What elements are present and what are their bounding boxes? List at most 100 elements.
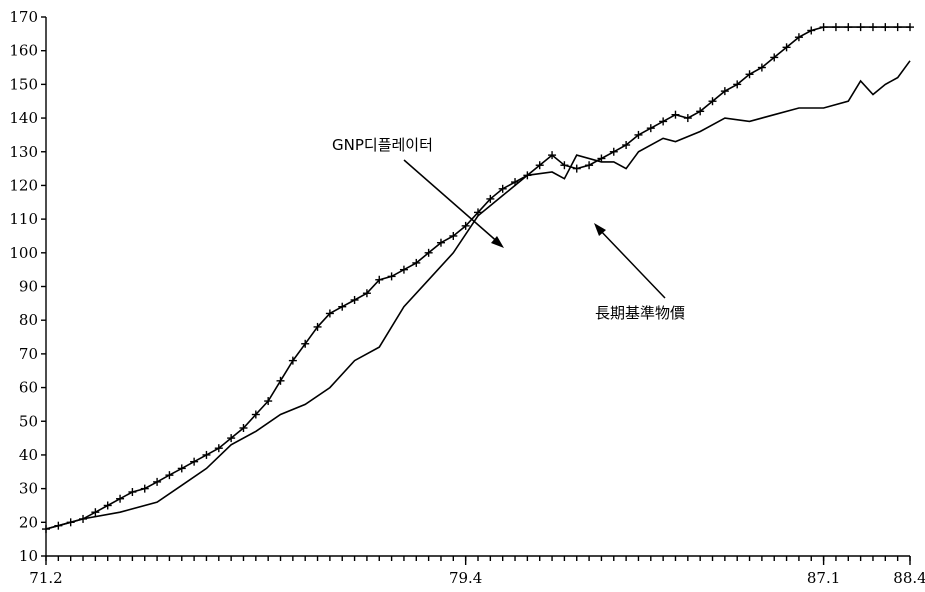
series-2-point xyxy=(116,494,125,503)
series-2-point xyxy=(190,457,199,466)
series-2-point xyxy=(634,130,643,139)
x-tick-label: 87.1 xyxy=(807,569,840,587)
series-2-point xyxy=(881,23,890,32)
series-2-point xyxy=(782,43,791,52)
series-2-point xyxy=(54,521,63,530)
gnp-deflator-arrow-line xyxy=(403,159,501,245)
x-tick-label: 79.4 xyxy=(449,569,482,587)
series-2-point xyxy=(288,356,297,365)
series-2-point xyxy=(264,397,273,406)
series-2-point xyxy=(560,161,569,170)
series-2-point xyxy=(794,33,803,42)
axes xyxy=(45,17,910,557)
y-tick-label: 160 xyxy=(9,42,38,60)
y-tick-label: 80 xyxy=(19,311,38,329)
series-2-point xyxy=(585,161,594,170)
y-tick-label: 170 xyxy=(9,8,38,26)
x-axis-ticks: 71.2 79.4 87.1 88.4 xyxy=(29,556,925,587)
series-2-point xyxy=(868,23,877,32)
wpi-arrow-line xyxy=(597,227,666,299)
series-2-point xyxy=(609,147,618,156)
series-2-point xyxy=(276,376,285,385)
series-2-point xyxy=(819,23,828,32)
series-2-point xyxy=(140,484,149,493)
y-tick-label: 70 xyxy=(19,345,38,363)
series-2-point xyxy=(375,275,384,284)
series-2-point xyxy=(301,339,310,348)
series-2-point xyxy=(671,110,680,119)
series-2-point xyxy=(708,97,717,106)
series-2-point xyxy=(548,151,557,160)
series-2-point xyxy=(177,464,186,473)
series-2-point xyxy=(683,114,692,123)
series-2-point xyxy=(153,477,162,486)
y-tick-label: 90 xyxy=(19,278,38,296)
series-2-point xyxy=(906,23,914,32)
wpi-arrowhead xyxy=(594,223,606,236)
series-2-point xyxy=(128,487,137,496)
series-2-point xyxy=(214,444,223,453)
y-tick-label: 110 xyxy=(9,210,38,228)
series-2-point xyxy=(79,514,88,523)
series-2-point xyxy=(597,154,606,163)
wpi-label: 長期基準物價 xyxy=(595,304,685,322)
series-2-point xyxy=(461,221,470,230)
y-tick-label: 150 xyxy=(9,75,38,93)
series-2-point xyxy=(387,272,396,281)
series-2-point xyxy=(42,525,50,534)
y-tick-label: 120 xyxy=(9,176,38,194)
y-tick-label: 60 xyxy=(19,379,38,397)
series-2-point xyxy=(511,178,520,187)
series-line-2 xyxy=(45,26,910,530)
series-2-point xyxy=(227,434,236,443)
series-2-point xyxy=(572,164,581,173)
y-axis-ticks: 10 20 30 40 50 60 70 80 90 100 110 120 130 140 150 160 1… xyxy=(9,8,46,565)
series-2-point xyxy=(893,23,902,32)
series-2-point xyxy=(770,53,779,62)
series-2-point xyxy=(338,302,347,311)
series-2-point xyxy=(399,265,408,274)
series-2-point xyxy=(474,208,482,217)
series-layer xyxy=(42,23,914,534)
series-2-point xyxy=(622,141,631,150)
gnp-deflator-label: GNP디플레이터 xyxy=(332,136,433,154)
series-2-point xyxy=(313,322,322,331)
series-2-point xyxy=(350,295,359,304)
series-2-point xyxy=(745,70,754,79)
series-2-point xyxy=(66,518,75,527)
series-2-point xyxy=(831,23,840,32)
y-tick-label: 20 xyxy=(19,513,38,531)
series-2-point xyxy=(807,26,816,35)
y-tick-label: 100 xyxy=(9,244,38,262)
series-2-point xyxy=(325,309,334,318)
series-2-point xyxy=(165,471,174,480)
series-line-1 xyxy=(45,60,911,530)
y-tick-label: 140 xyxy=(9,109,38,127)
series-2-point xyxy=(362,289,371,298)
series-2-point xyxy=(856,23,865,32)
y-tick-label: 30 xyxy=(19,480,38,498)
x-tick-label: 71.2 xyxy=(29,569,62,587)
x-tick-label: 88.4 xyxy=(893,569,925,587)
series-2-point xyxy=(696,107,705,116)
series-2-point xyxy=(251,410,260,419)
gnp-deflator-arrowhead xyxy=(491,236,504,248)
series-2-point xyxy=(486,194,495,203)
series-2-point xyxy=(757,63,766,72)
series-2-point xyxy=(498,184,507,193)
annotations: GNP디플레이터 長期基準物價 xyxy=(332,136,685,322)
series-2-point xyxy=(412,258,421,267)
series-2-point xyxy=(646,124,655,133)
series-2-point xyxy=(535,161,544,170)
series-2-point xyxy=(103,501,112,510)
series-2-point xyxy=(449,231,458,240)
series-2-point xyxy=(733,80,742,89)
y-tick-label: 50 xyxy=(19,412,38,430)
series-2-point xyxy=(720,87,729,96)
series-2-point xyxy=(523,171,532,180)
series-2-point xyxy=(844,23,853,32)
series-2-point xyxy=(91,508,100,517)
series-2-point xyxy=(659,117,668,126)
y-tick-label: 130 xyxy=(9,143,38,161)
